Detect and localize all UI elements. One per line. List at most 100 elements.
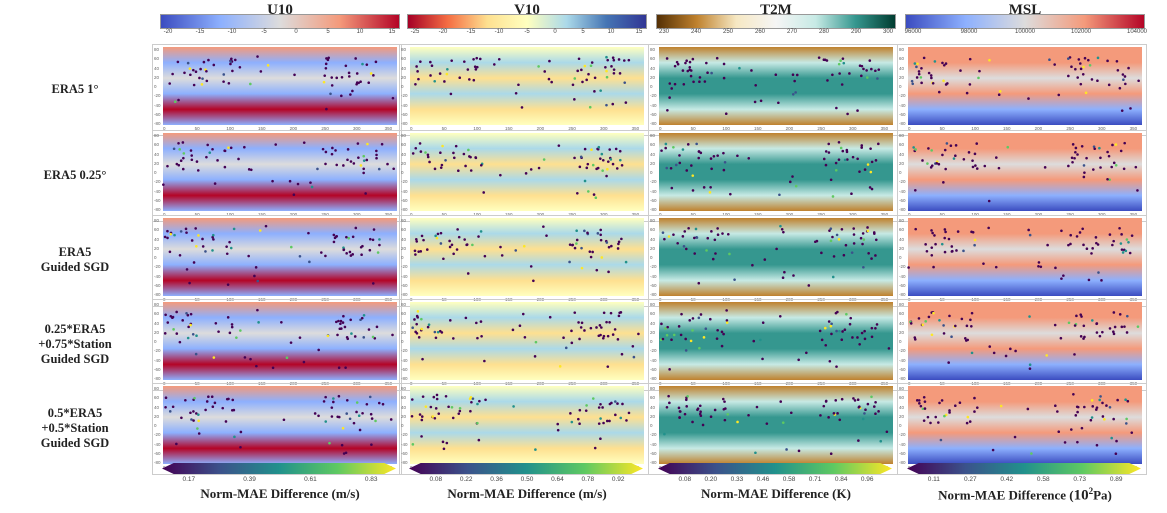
station-marker	[360, 253, 363, 256]
station-marker	[542, 158, 546, 161]
station-marker	[257, 321, 260, 324]
station-marker	[722, 407, 726, 411]
station-marker	[1070, 65, 1073, 69]
station-marker	[676, 62, 680, 66]
station-marker	[354, 226, 358, 230]
station-marker	[667, 235, 671, 238]
station-marker	[602, 311, 606, 315]
map-plot	[163, 386, 397, 464]
station-marker	[699, 410, 702, 414]
station-marker	[475, 321, 478, 325]
station-marker	[785, 448, 788, 451]
station-marker	[335, 163, 339, 167]
station-marker	[917, 72, 921, 76]
station-marker	[592, 193, 596, 196]
station-marker	[874, 238, 878, 242]
station-marker	[1120, 248, 1124, 251]
station-marker	[179, 230, 183, 233]
station-marker	[678, 410, 682, 413]
station-marker	[929, 74, 933, 77]
station-marker	[861, 242, 864, 246]
y-tick-label: -80	[154, 292, 161, 297]
diff-tick-label: 0.83	[364, 476, 378, 483]
station-marker	[678, 161, 682, 165]
station-marker	[499, 245, 502, 249]
station-marker	[608, 419, 611, 423]
station-marker	[948, 314, 951, 318]
station-marker	[608, 320, 611, 324]
diff-colorbar-label: Norm-MAE Difference (m/s)	[447, 486, 607, 501]
station-marker	[296, 182, 300, 186]
x-tick-label: 200	[785, 126, 794, 131]
station-marker	[478, 399, 481, 403]
map-plot	[659, 302, 893, 380]
station-marker	[966, 415, 970, 419]
station-marker	[1070, 156, 1074, 160]
station-marker	[371, 238, 375, 242]
diff-colorbar-ticks: 0.17 0.39 0.61 0.83	[160, 476, 400, 485]
station-marker	[181, 141, 185, 144]
station-marker	[169, 232, 173, 236]
station-marker	[604, 65, 607, 69]
station-marker	[937, 162, 941, 166]
station-marker	[686, 69, 690, 73]
station-marker	[189, 149, 193, 152]
y-tick-label: -80	[401, 376, 408, 381]
station-marker	[484, 398, 487, 402]
station-marker	[324, 254, 327, 258]
station-marker	[1130, 234, 1134, 237]
y-tick-label: 80	[401, 133, 407, 138]
y-tick-label: 0	[899, 170, 902, 175]
station-marker	[377, 167, 381, 171]
diff-colorbar-label: Norm-MAE Difference (m/s)	[200, 486, 360, 501]
station-marker	[672, 233, 675, 236]
station-marker	[827, 320, 831, 323]
station-marker	[1087, 58, 1090, 62]
station-marker	[959, 69, 962, 72]
station-marker	[346, 148, 350, 151]
station-marker	[794, 91, 797, 94]
station-marker	[324, 150, 328, 154]
station-marker	[850, 251, 854, 254]
station-marker	[195, 334, 198, 338]
station-marker	[865, 69, 868, 72]
y-tick-label: 80	[899, 47, 905, 52]
station-marker	[373, 336, 377, 340]
station-marker	[330, 84, 334, 87]
station-marker	[1060, 229, 1063, 233]
map-plot	[907, 218, 1142, 296]
station-marker	[457, 169, 460, 173]
station-marker	[828, 359, 832, 363]
station-marker	[733, 278, 736, 281]
station-marker	[225, 252, 229, 256]
station-marker	[437, 412, 441, 415]
colorbar-tick-label: -15	[195, 29, 205, 35]
station-marker	[458, 406, 462, 410]
y-tick-label: -20	[401, 264, 408, 270]
station-marker	[608, 148, 611, 151]
colorbar-tick-label: 100000	[1014, 29, 1036, 35]
station-marker	[599, 238, 603, 242]
station-marker	[349, 93, 352, 96]
y-tick-label: 60	[899, 395, 905, 401]
station-marker	[172, 147, 176, 151]
station-marker	[420, 415, 424, 418]
y-tick-label: -20	[154, 348, 161, 354]
station-marker	[210, 395, 214, 399]
station-marker	[375, 153, 378, 157]
station-marker	[434, 234, 437, 238]
station-marker	[211, 235, 214, 239]
map-plot	[908, 133, 1142, 211]
map-panel: 806040200-20-40-60-800501001502002503003…	[648, 383, 898, 475]
station-marker	[1124, 249, 1128, 253]
station-marker	[820, 338, 824, 342]
station-marker	[1122, 78, 1125, 82]
station-marker	[994, 265, 998, 269]
station-marker	[1071, 143, 1075, 146]
y-tick-label: -20	[650, 432, 657, 438]
station-marker	[342, 164, 345, 167]
station-marker	[845, 150, 849, 154]
station-marker	[1076, 440, 1079, 444]
station-marker	[343, 325, 347, 329]
